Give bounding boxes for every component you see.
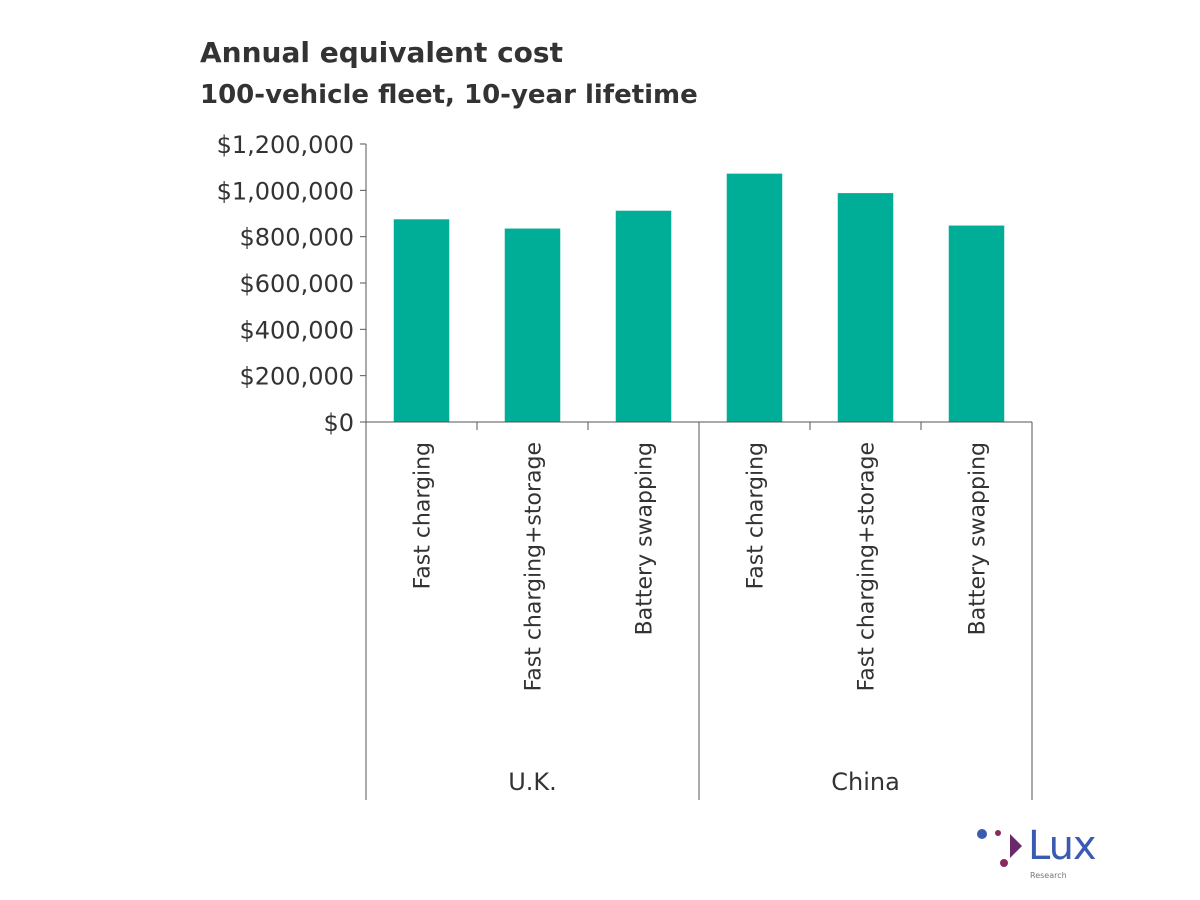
y-tick-label: $1,000,000: [217, 177, 354, 205]
y-tick-label: $400,000: [239, 316, 354, 344]
bar: [948, 225, 1005, 422]
bar: [504, 228, 561, 422]
category-label: Fast charging: [411, 442, 436, 589]
x-axis: Fast charging Fast charging+storage Batter…: [365, 421, 1033, 800]
y-tick-label: $1,200,000: [217, 131, 354, 159]
category-label: Fast charging: [744, 442, 769, 589]
y-axis: $0 $200,000 $400,000 $600,000 $800,000 $1,000…: [217, 131, 367, 437]
category-label: Battery swapping: [966, 442, 991, 635]
bar: [837, 193, 894, 422]
y-tick-label: $600,000: [239, 270, 354, 298]
bar: [615, 210, 672, 422]
y-tick-label: $0: [323, 409, 354, 437]
category-label: Battery swapping: [633, 442, 658, 635]
category-label: Fast charging+storage: [522, 442, 547, 691]
group-label: U.K.: [508, 768, 557, 796]
chart-subtitle: 100-vehicle fleet, 10-year lifetime: [200, 80, 698, 110]
logo-wordmark: Lux: [1028, 823, 1097, 869]
bars: [393, 173, 1005, 422]
group-label: China: [831, 768, 900, 796]
y-tick-label: $800,000: [239, 224, 354, 252]
chart-title: Annual equivalent cost: [200, 36, 563, 69]
logo-subtext: Research: [1030, 871, 1067, 880]
bar: [726, 173, 783, 422]
category-label: Fast charging+storage: [855, 442, 880, 691]
y-tick-label: $200,000: [239, 363, 354, 391]
bar: [393, 219, 450, 422]
lux-logo-icon: [977, 829, 1022, 867]
